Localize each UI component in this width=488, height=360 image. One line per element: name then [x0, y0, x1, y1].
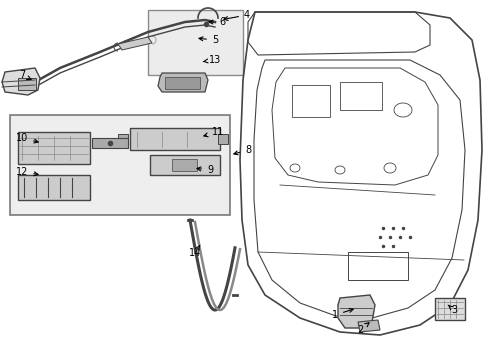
- Polygon shape: [18, 132, 90, 164]
- Text: 8: 8: [233, 145, 250, 155]
- Bar: [347, 252, 407, 280]
- Text: 5: 5: [199, 35, 218, 45]
- Bar: [434, 298, 464, 320]
- Polygon shape: [337, 295, 374, 328]
- Text: 12: 12: [16, 167, 38, 177]
- Polygon shape: [118, 134, 128, 144]
- Text: 3: 3: [447, 305, 456, 315]
- Bar: [339, 82, 381, 110]
- Bar: [18, 78, 36, 90]
- Bar: [10, 115, 229, 215]
- Text: 4: 4: [224, 10, 249, 21]
- Bar: [291, 85, 329, 117]
- Text: 10: 10: [16, 133, 38, 143]
- Polygon shape: [218, 134, 227, 144]
- Text: 6: 6: [208, 17, 224, 27]
- Text: 11: 11: [203, 127, 224, 137]
- Text: 9: 9: [197, 165, 213, 175]
- Text: 13: 13: [203, 55, 221, 65]
- Text: 2: 2: [356, 323, 368, 335]
- Text: 7: 7: [19, 70, 31, 80]
- Polygon shape: [357, 320, 379, 332]
- Text: 1: 1: [331, 309, 352, 320]
- Polygon shape: [150, 155, 220, 175]
- Polygon shape: [2, 68, 40, 95]
- Polygon shape: [130, 128, 220, 150]
- Bar: [172, 159, 197, 171]
- Polygon shape: [18, 175, 90, 200]
- Text: 14: 14: [188, 245, 201, 258]
- Bar: [164, 77, 200, 89]
- Polygon shape: [92, 138, 128, 148]
- Bar: [148, 10, 243, 75]
- Polygon shape: [158, 73, 207, 92]
- Polygon shape: [118, 37, 152, 50]
